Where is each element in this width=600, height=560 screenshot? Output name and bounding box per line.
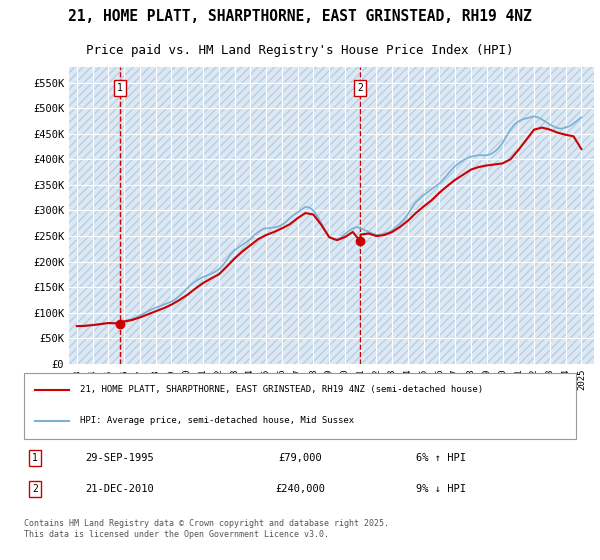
Text: 1: 1 xyxy=(32,453,38,463)
Text: 21, HOME PLATT, SHARPTHORNE, EAST GRINSTEAD, RH19 4NZ: 21, HOME PLATT, SHARPTHORNE, EAST GRINST… xyxy=(68,10,532,24)
Text: 6% ↑ HPI: 6% ↑ HPI xyxy=(416,453,466,463)
Text: 2: 2 xyxy=(357,83,363,93)
Text: £79,000: £79,000 xyxy=(278,453,322,463)
Text: Price paid vs. HM Land Registry's House Price Index (HPI): Price paid vs. HM Land Registry's House … xyxy=(86,44,514,57)
Text: 2: 2 xyxy=(32,484,38,493)
Text: 21-DEC-2010: 21-DEC-2010 xyxy=(85,484,154,493)
Text: HPI: Average price, semi-detached house, Mid Sussex: HPI: Average price, semi-detached house,… xyxy=(80,416,354,425)
Text: 21, HOME PLATT, SHARPTHORNE, EAST GRINSTEAD, RH19 4NZ (semi-detached house): 21, HOME PLATT, SHARPTHORNE, EAST GRINST… xyxy=(80,385,483,394)
Text: 29-SEP-1995: 29-SEP-1995 xyxy=(85,453,154,463)
Text: 1: 1 xyxy=(118,83,123,93)
FancyBboxPatch shape xyxy=(23,374,577,439)
Text: 9% ↓ HPI: 9% ↓ HPI xyxy=(416,484,466,493)
Text: Contains HM Land Registry data © Crown copyright and database right 2025.
This d: Contains HM Land Registry data © Crown c… xyxy=(23,519,389,539)
Text: £240,000: £240,000 xyxy=(275,484,325,493)
